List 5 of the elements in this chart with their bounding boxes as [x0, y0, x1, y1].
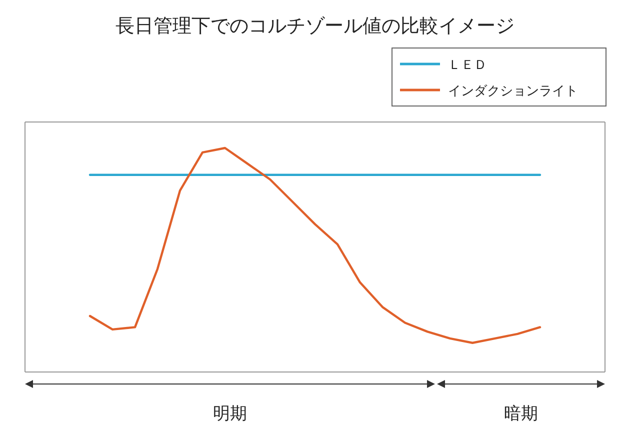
chart-title: 長日管理下でのコルチゾール値の比較イメージ — [116, 15, 514, 37]
legend-label: ＬＥＤ — [448, 58, 487, 73]
text: 暗期 — [504, 404, 538, 424]
legend-label: インダクションライト — [448, 84, 578, 99]
text: 明期 — [213, 404, 247, 424]
